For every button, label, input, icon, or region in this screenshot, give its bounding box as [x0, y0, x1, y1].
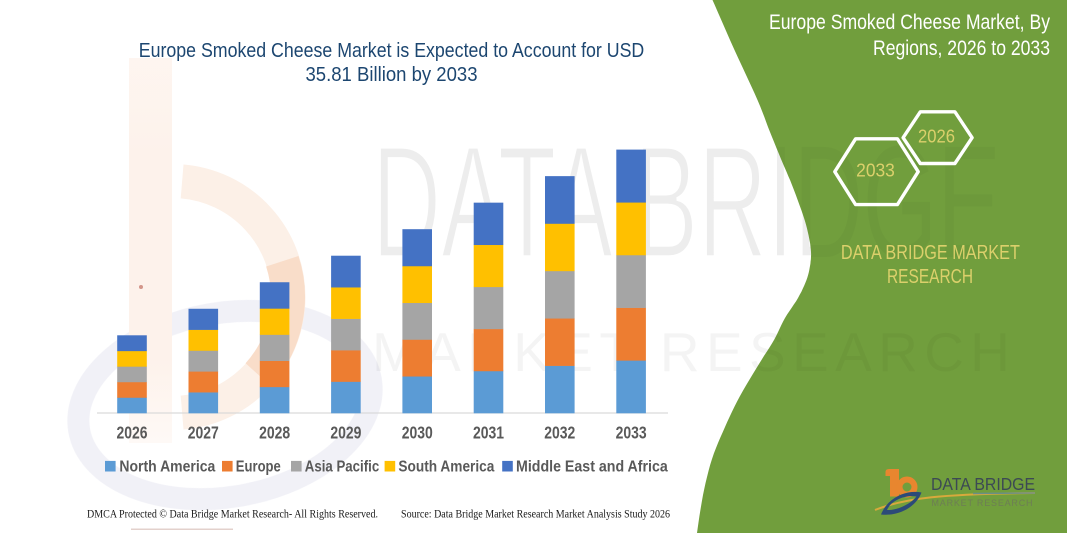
svg-text:2026: 2026 — [918, 127, 955, 147]
svg-text:North America: North America — [119, 459, 215, 476]
svg-text:2031: 2031 — [473, 423, 504, 443]
svg-text:2033: 2033 — [616, 423, 647, 443]
svg-text:Europe Smoked Cheese Market, B: Europe Smoked Cheese Market, By — [769, 11, 1050, 34]
svg-text:35.81 Billion by 2033: 35.81 Billion by 2033 — [306, 63, 478, 86]
svg-text:Middle East and Africa: Middle East and Africa — [516, 459, 668, 476]
svg-text:Asia Pacific: Asia Pacific — [305, 459, 379, 476]
svg-text:2026: 2026 — [117, 423, 148, 443]
svg-text:MARKET RESEARCH: MARKET RESEARCH — [932, 498, 1033, 508]
svg-text:2028: 2028 — [259, 423, 290, 443]
svg-text:DATA BRIDGE MARKET: DATA BRIDGE MARKET — [841, 242, 1020, 264]
svg-text:DATA BRIDGE: DATA BRIDGE — [931, 474, 1035, 494]
svg-text:2033: 2033 — [856, 161, 895, 181]
svg-text:DMCA Protected © Data Bridge M: DMCA Protected © Data Bridge Market Rese… — [87, 509, 378, 521]
svg-text:Europe: Europe — [236, 459, 281, 476]
svg-text:2027: 2027 — [188, 423, 219, 443]
svg-text:South America: South America — [398, 459, 494, 476]
svg-text:2032: 2032 — [544, 423, 575, 443]
svg-text:Regions, 2026 to 2033: Regions, 2026 to 2033 — [873, 37, 1050, 60]
svg-text:Europe Smoked Cheese Market is: Europe Smoked Cheese Market is Expected … — [139, 39, 645, 62]
svg-text:RESEARCH: RESEARCH — [887, 266, 973, 288]
svg-text:2030: 2030 — [402, 423, 433, 443]
svg-text:2029: 2029 — [330, 423, 361, 443]
svg-text:Source: Data Bridge Market Res: Source: Data Bridge Market Research Mark… — [401, 509, 670, 521]
